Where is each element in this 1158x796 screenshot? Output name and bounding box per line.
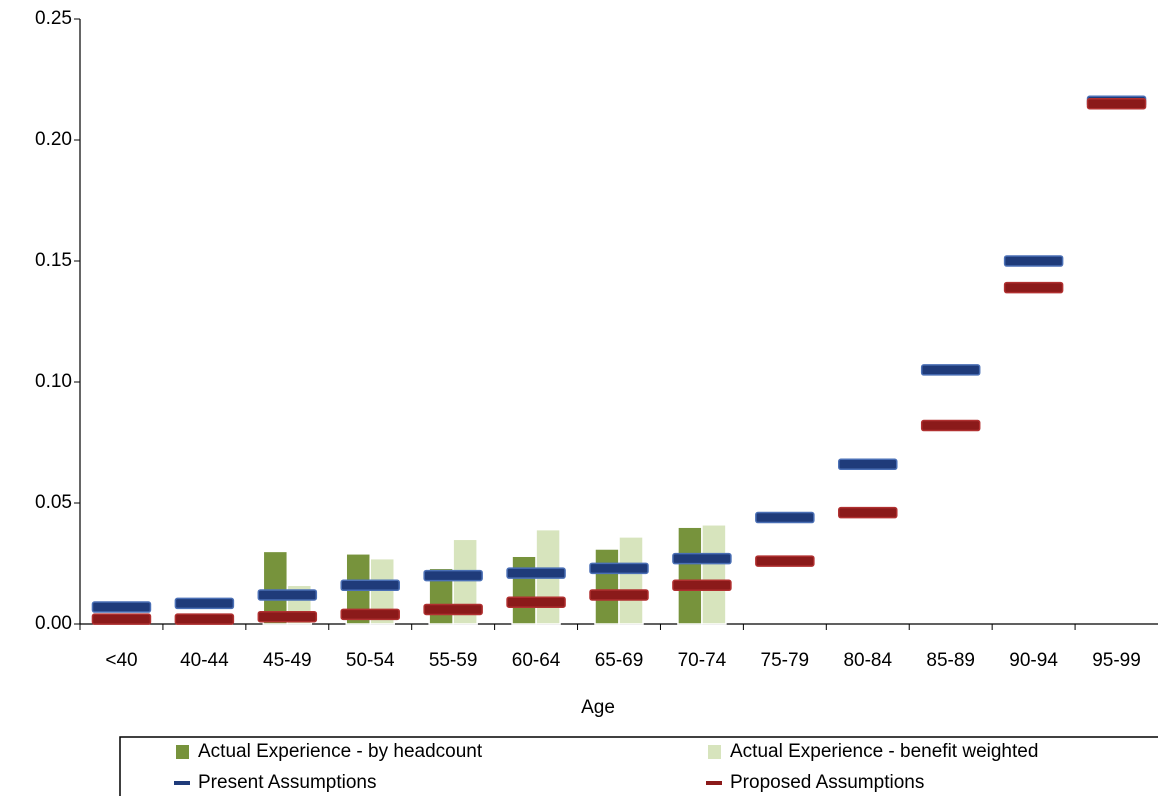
bar xyxy=(594,548,620,625)
y-tick-label: 0.25 xyxy=(35,8,72,29)
assumption-marker xyxy=(506,567,566,579)
legend-label: Actual Experience - by headcount xyxy=(198,741,483,762)
legend-swatch xyxy=(176,745,189,759)
assumption-marker xyxy=(838,458,898,471)
assumption-marker xyxy=(672,579,732,592)
assumption-marker xyxy=(91,601,152,613)
assumption-marker xyxy=(920,364,981,376)
x-tick-label: 50-54 xyxy=(346,650,395,671)
y-tick-label: 0.15 xyxy=(35,250,72,271)
x-tick-label: 90-94 xyxy=(1009,650,1058,671)
bar xyxy=(677,526,703,625)
y-tick-label: 0.05 xyxy=(35,492,72,513)
assumption-marker xyxy=(423,603,483,616)
assumption-marker xyxy=(174,597,235,610)
assumption-marker xyxy=(1086,97,1147,110)
legend-swatch xyxy=(708,745,721,759)
assumption-marker xyxy=(174,613,235,625)
y-tick-label: 0.00 xyxy=(35,613,72,634)
assumption-marker xyxy=(755,555,815,567)
x-tick-label: 80-84 xyxy=(843,650,892,671)
assumption-marker xyxy=(589,562,649,575)
assumption-marker xyxy=(672,552,732,565)
assumption-marker xyxy=(755,511,815,524)
assumption-marker xyxy=(1003,255,1064,267)
bar xyxy=(511,555,537,625)
x-axis-label: Age xyxy=(581,697,615,718)
assumption-marker xyxy=(920,419,981,432)
x-tick-label: 95-99 xyxy=(1092,650,1141,671)
legend-label: Present Assumptions xyxy=(198,772,376,793)
assumption-marker xyxy=(506,596,566,608)
y-tick-label: 0.20 xyxy=(35,129,72,150)
legend-box xyxy=(119,736,1158,796)
assumption-marker xyxy=(340,579,400,592)
bar xyxy=(701,524,727,625)
assumption-marker xyxy=(257,610,318,623)
x-tick-label: 75-79 xyxy=(761,650,810,671)
assumption-marker xyxy=(1003,281,1064,294)
x-tick-label: 40-44 xyxy=(180,650,229,671)
y-tick-label: 0.10 xyxy=(35,371,72,392)
x-tick-label: 45-49 xyxy=(263,650,312,671)
assumption-marker xyxy=(91,613,152,625)
bar xyxy=(618,536,644,625)
x-tick-label: <40 xyxy=(105,650,137,671)
x-tick-label: 70-74 xyxy=(678,650,727,671)
legend-label: Actual Experience - benefit weighted xyxy=(730,741,1038,762)
x-tick-label: 60-64 xyxy=(512,650,561,671)
assumption-marker xyxy=(340,608,400,621)
legend-swatch xyxy=(174,781,190,785)
assumption-marker xyxy=(257,589,318,601)
x-tick-label: 65-69 xyxy=(595,650,644,671)
x-tick-label: 85-89 xyxy=(926,650,975,671)
assumption-marker xyxy=(838,506,898,519)
assumption-marker xyxy=(589,589,649,601)
assumption-marker xyxy=(423,569,483,582)
legend-swatch xyxy=(706,781,722,785)
x-tick-label: 55-59 xyxy=(429,650,478,671)
legend-label: Proposed Assumptions xyxy=(730,772,924,793)
